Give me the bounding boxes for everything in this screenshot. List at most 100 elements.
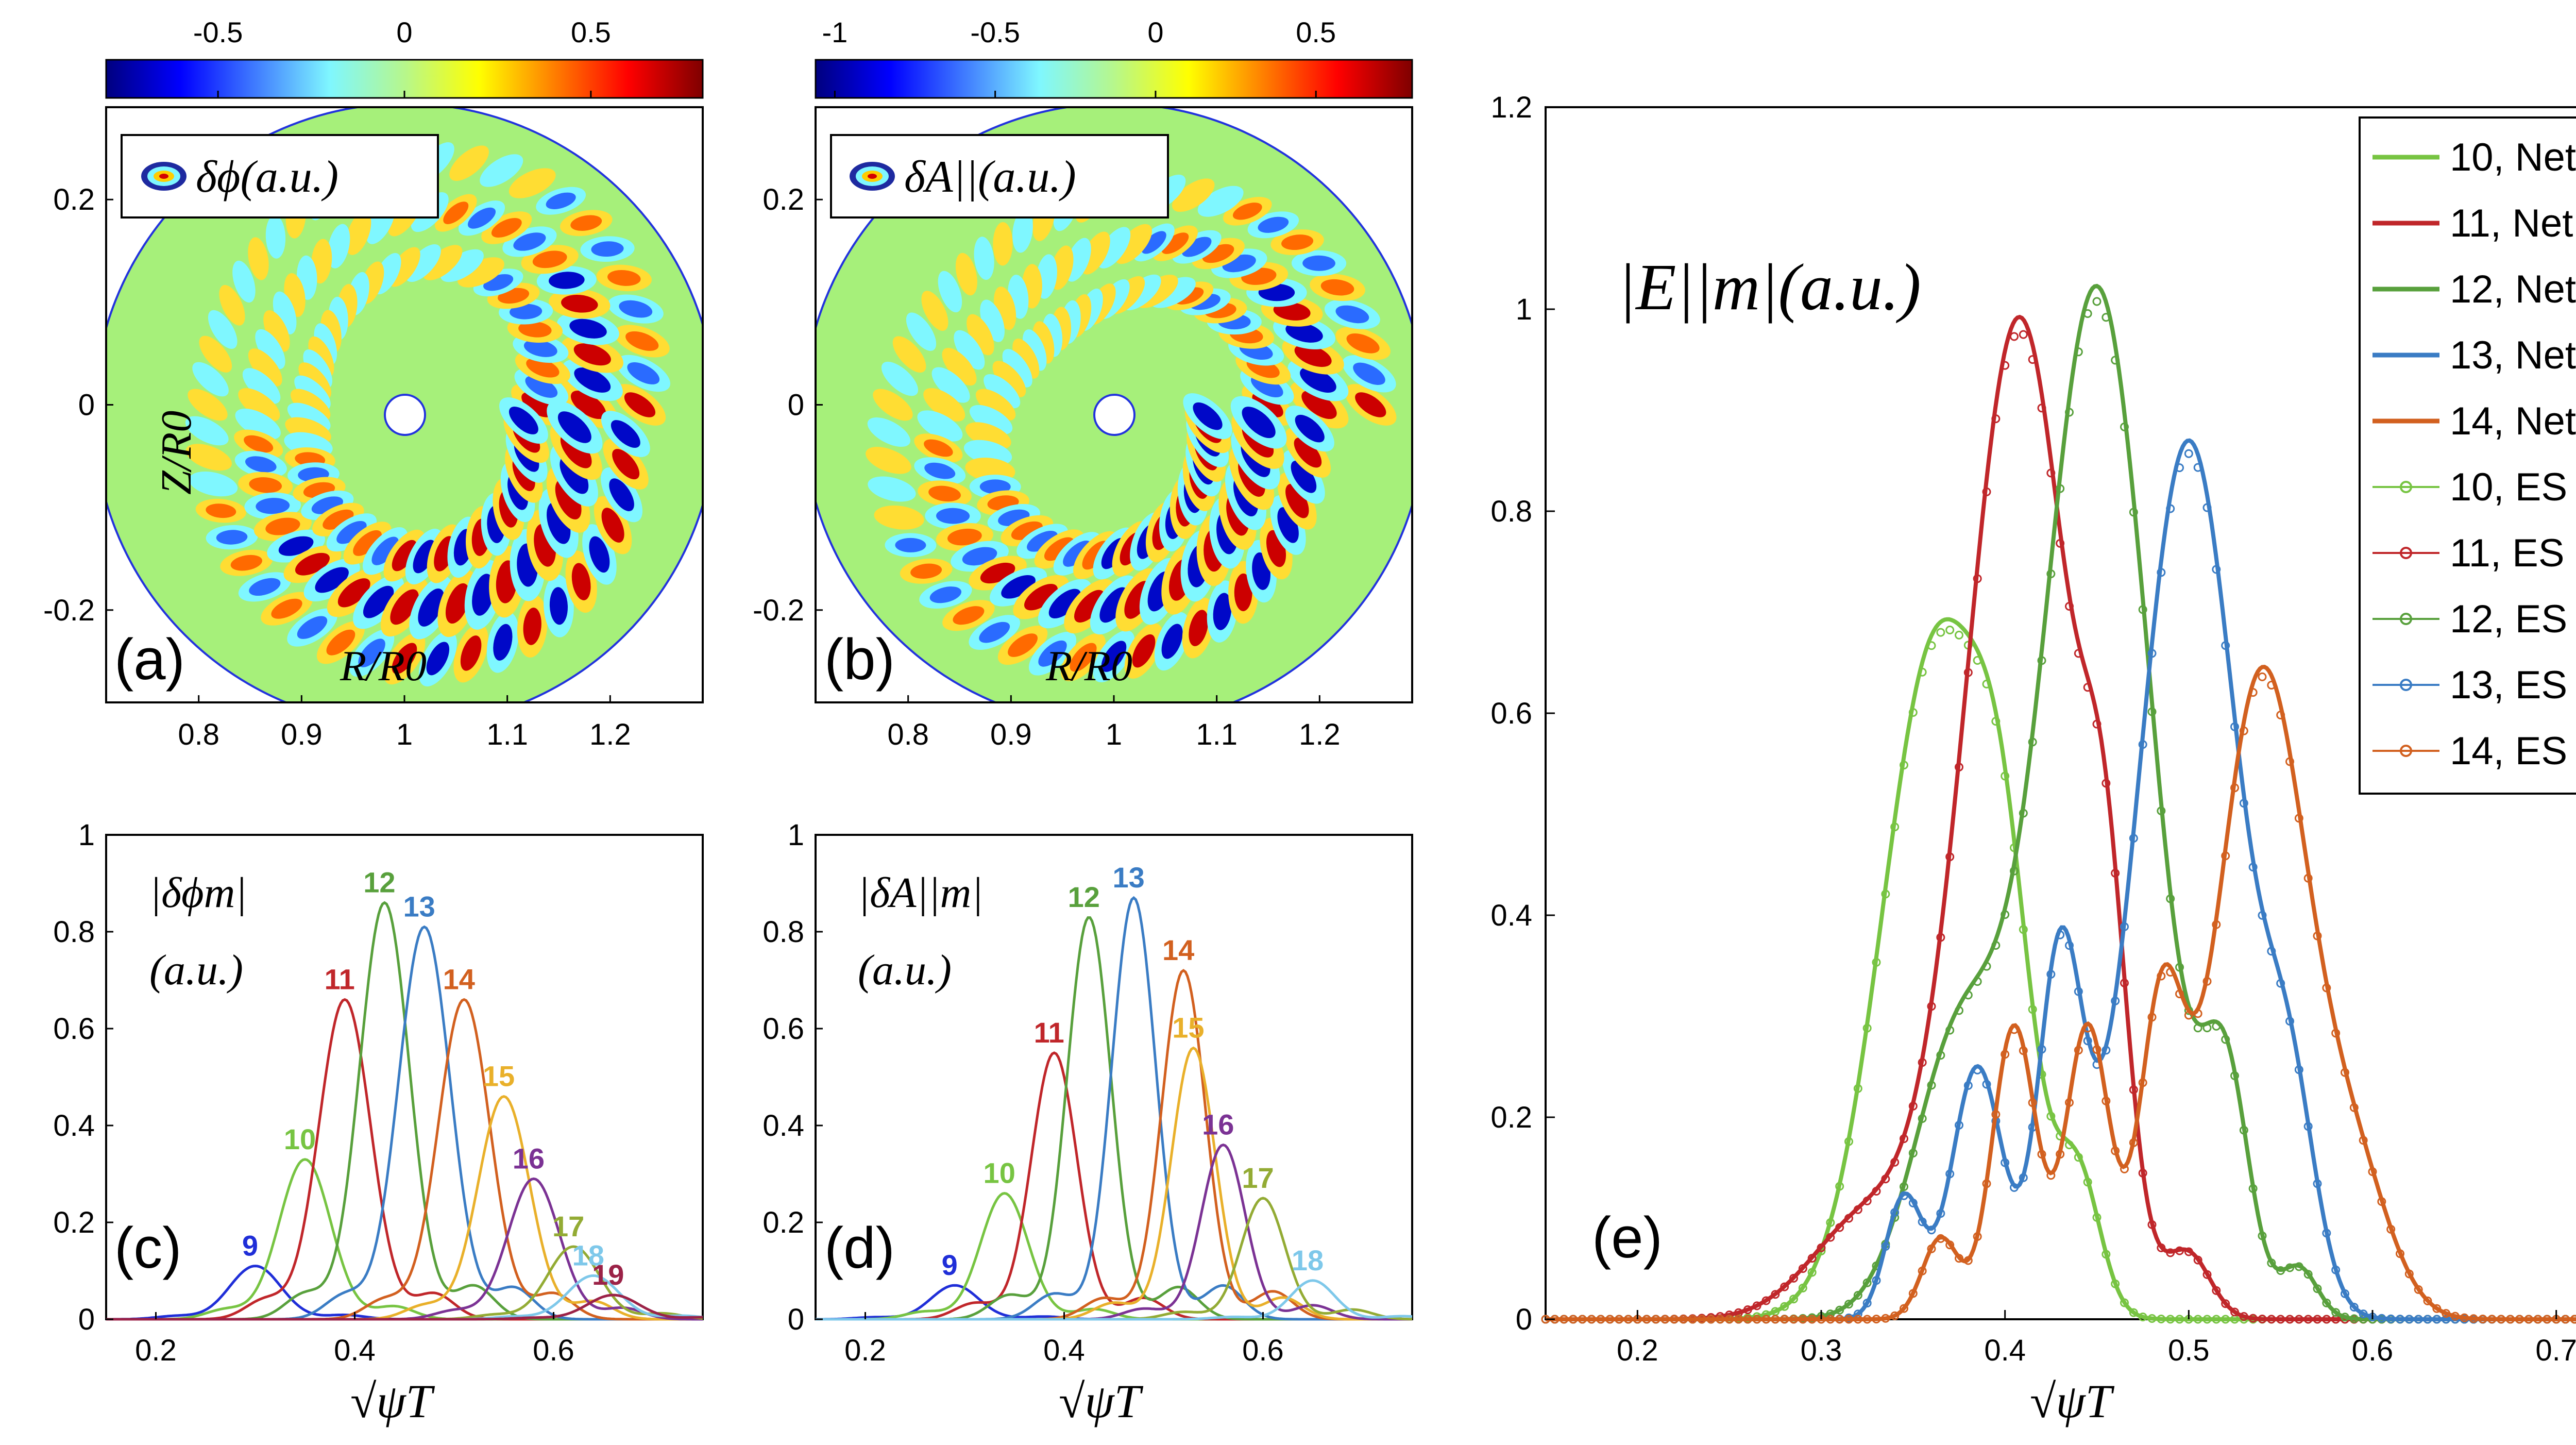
contour-core [1027,531,1058,552]
es-marker-11 [2294,1315,2303,1324]
series-label-17: 17 [552,1210,584,1242]
y-tick-label: -0.2 [753,594,804,627]
es-marker-11 [1798,1264,1807,1273]
es-marker-14 [1642,1315,1651,1324]
contour-core [1232,203,1262,220]
es-marker-12 [2037,656,2046,665]
y-tick-label: 0.2 [53,1206,95,1239]
legend-entry: 13, Net [2450,333,2576,377]
contour-lobe [189,472,238,497]
es-marker-11 [2001,361,2010,370]
contour-core [1300,367,1336,393]
x-tick-label: 0.2 [1617,1334,1658,1367]
es-marker-14 [1835,1315,1844,1324]
contour-lobe [1080,231,1110,275]
es-marker-10 [1918,667,1927,677]
es-marker-10 [2092,1213,2102,1222]
es-marker-14 [2193,1009,2202,1018]
contour-lobe [874,505,924,530]
es-marker-14 [1890,1311,1900,1320]
es-marker-13 [2065,941,2074,950]
es-marker-14 [1716,1315,1725,1324]
es-marker-14 [1761,1315,1771,1324]
es-marker-13 [2120,922,2129,931]
contour-core [1161,232,1189,254]
contour-core [1044,537,1074,561]
es-marker-11 [2102,779,2111,788]
contour-core [1008,633,1038,657]
contour-core [336,520,367,544]
es-marker-14 [2019,1046,2028,1055]
contour-core [392,540,417,572]
es-marker-14 [1982,1179,1991,1188]
x-tick-label: 0.9 [281,718,323,751]
y-tick-label: -0.2 [43,594,95,627]
es-marker-14 [1624,1315,1633,1324]
contour-core [561,294,598,313]
es-marker-14 [1862,1315,1872,1324]
es-marker-14 [2248,688,2258,697]
es-marker-14 [2166,967,2175,977]
es-marker-11 [1908,1101,1918,1111]
legend-entry: 10, Net [2450,136,2576,179]
es-marker-13 [1881,1242,1890,1251]
es-marker-14 [2469,1314,2478,1323]
es-marker-14 [1734,1315,1743,1324]
contour-core [612,449,640,480]
contour-lobe [868,476,916,502]
es-marker-10 [1844,1137,1853,1146]
contour-core [924,462,956,479]
contour-lobe [917,410,963,442]
es-marker-14 [2129,1138,2138,1147]
x-tick-label: 0.2 [135,1334,177,1367]
es-marker-12 [1991,940,2001,950]
es-marker-14 [2074,1046,2083,1055]
es-marker-11 [2193,1255,2202,1265]
y-tick-label: 0.6 [53,1012,95,1046]
es-marker-14 [2386,1224,2396,1234]
y-tick-label: 0.2 [53,183,95,216]
colorbar-tick-label: -0.5 [193,16,243,48]
es-marker-11 [1918,1058,1927,1067]
es-marker-13 [1982,1080,1991,1089]
contour-lobe [208,310,238,349]
legend-entry: 10, ES [2450,465,2567,509]
panel-label-c: (c) [114,1216,182,1280]
y-tick-label: 0.8 [762,915,804,949]
contour-core [295,552,330,576]
es-marker-11 [1844,1214,1853,1223]
contour-core [1048,589,1081,619]
es-marker-14 [2202,977,2212,986]
es-marker-14 [2432,1304,2442,1313]
contour-core [627,362,660,384]
contour-core [265,517,300,535]
panel-label-d: (d) [824,1216,895,1280]
es-marker-12 [2102,313,2111,322]
es-marker-12 [2230,1071,2239,1080]
es-marker-13 [2212,565,2221,574]
es-marker-13 [2258,911,2267,920]
contour-core [491,217,522,238]
es-marker-10 [2074,1153,2083,1162]
es-marker-12 [2019,809,2028,818]
es-marker-14 [2460,1313,2469,1322]
contour-lobe [248,348,282,387]
es-marker-14 [1826,1315,1835,1324]
series-label-11: 11 [325,963,355,996]
es-marker-11 [2166,1248,2175,1257]
es-marker-14 [1560,1315,1569,1324]
es-marker-13 [2147,649,2157,658]
es-marker-11 [1973,574,1982,583]
es-marker-13 [2019,1173,2028,1182]
contour-lobe [954,330,985,370]
contour-core [625,331,659,351]
es-marker-11 [2157,1243,2166,1252]
es-marker-13 [1936,1209,1945,1218]
es-marker-12 [2322,1298,2331,1307]
es-marker-10 [2046,1112,2056,1121]
es-marker-12 [1918,1114,1927,1123]
series-label-18: 18 [1292,1244,1324,1276]
contour-lobe [921,291,948,331]
contour-core [413,540,436,574]
es-marker-11 [1752,1301,1761,1310]
